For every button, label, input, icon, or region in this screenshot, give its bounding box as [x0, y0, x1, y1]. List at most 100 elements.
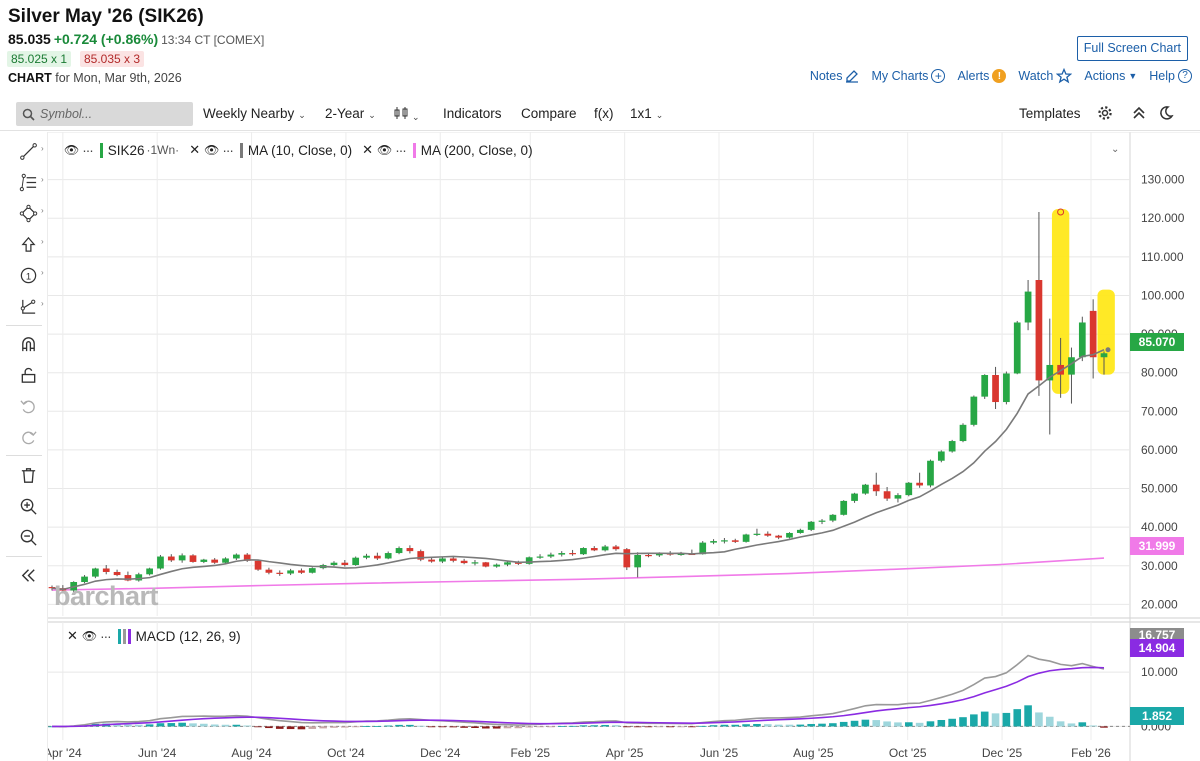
candle-body — [959, 424, 967, 442]
candle-body — [146, 568, 153, 575]
range-label: 2-Year — [325, 106, 365, 121]
help-link[interactable]: Help ? — [1149, 69, 1192, 83]
candle-body — [406, 548, 414, 552]
macd-histogram-bar — [525, 726, 533, 728]
series-name: SIK26 — [107, 142, 145, 158]
measure-tool[interactable]: › — [17, 295, 44, 317]
price-chart[interactable]: 130.000120.000110.000100.00090.00080.000… — [48, 132, 1200, 761]
x-tick-label: Dec '24 — [420, 746, 461, 760]
macd-histogram-bar — [839, 721, 848, 727]
eye-icon[interactable]: 👁 — [204, 143, 220, 157]
macd-histogram-bar — [861, 719, 870, 727]
candle-body — [1046, 364, 1054, 381]
chevron-down-icon[interactable]: ⌄ — [1111, 144, 1120, 155]
annotation-tool[interactable]: 1 › — [17, 264, 44, 286]
unlock-icon — [21, 367, 35, 383]
layout-dropdown[interactable]: 1x1 ⌄ — [630, 106, 663, 121]
trendline-tool[interactable]: › — [17, 140, 44, 162]
macd-histogram-bar — [796, 724, 805, 727]
svg-text:1: 1 — [25, 271, 30, 282]
macd-histogram-bar — [1045, 716, 1054, 727]
watch-link[interactable]: Watch — [1018, 68, 1073, 84]
symbol-search-input[interactable]: Symbol... — [16, 102, 193, 126]
macd-histogram-bar — [850, 720, 859, 727]
y-tick-label: 30.000 — [1141, 559, 1178, 573]
actions-label: Actions — [1084, 69, 1126, 83]
full-screen-chart-button[interactable]: Full Screen Chart — [1076, 36, 1188, 61]
collapse-rail-button[interactable] — [17, 564, 39, 586]
macd-histogram-bar — [623, 726, 631, 728]
ma200-badge: 31.999 — [1130, 537, 1184, 555]
macd-layer — [48, 654, 1108, 730]
my-charts-link[interactable]: My Charts + — [871, 69, 946, 83]
candle-body — [937, 451, 945, 461]
close-icon[interactable]: ✕ — [67, 628, 78, 643]
instrument-title: Silver May '26 (SIK26) — [8, 6, 204, 27]
eye-icon[interactable]: 👁 — [81, 629, 98, 643]
macd-histogram-bar — [265, 726, 273, 729]
arrow-tool[interactable]: › — [17, 233, 44, 255]
macd-histogram-bar — [124, 724, 132, 727]
macd-histogram-bar — [644, 726, 653, 728]
settings-gear-button[interactable] — [1097, 105, 1113, 124]
collapse-button[interactable] — [1132, 105, 1146, 124]
theme-toggle[interactable] — [1158, 105, 1174, 124]
series-suffix: ·1Wn· — [146, 143, 180, 157]
candle-body — [482, 562, 490, 567]
zoom-out-button[interactable] — [17, 526, 39, 548]
notes-link[interactable]: Notes — [810, 69, 860, 83]
actions-menu[interactable]: Actions ▼ — [1084, 69, 1137, 83]
macd-histogram-bar — [427, 726, 436, 728]
macd-histogram-bar — [991, 713, 1000, 727]
redo-button[interactable] — [17, 426, 39, 448]
plus-circle-icon: + — [931, 69, 946, 83]
submenu-arrow-icon: › — [41, 268, 44, 277]
macd-histogram-bar — [384, 725, 393, 727]
candle-body — [851, 493, 858, 501]
macd-histogram-bar — [243, 725, 252, 727]
close-icon[interactable]: ✕ — [362, 142, 374, 157]
compare-button[interactable]: Compare — [521, 106, 577, 121]
symbol-placeholder: Symbol... — [40, 107, 93, 121]
more-icon[interactable]: ··· — [100, 628, 111, 644]
macd-histogram-bar — [601, 724, 609, 727]
macd-histogram-bar — [688, 726, 696, 728]
fib-tool[interactable]: › — [17, 171, 44, 193]
shape-tool[interactable]: › — [17, 202, 44, 224]
candle-body — [916, 482, 923, 486]
macd-histogram-bar — [232, 724, 241, 727]
macd-histogram-bar — [471, 726, 479, 729]
function-button[interactable]: f(x) — [594, 106, 614, 121]
templates-button[interactable]: Templates — [1019, 106, 1081, 121]
macd-line — [51, 654, 1105, 728]
magnet-tool[interactable] — [17, 333, 39, 355]
close-icon[interactable]: ✕ — [189, 142, 201, 157]
macd-histogram-bar — [406, 724, 414, 727]
eye-icon[interactable]: 👁 — [377, 143, 393, 157]
period-dropdown[interactable]: Weekly Nearby ⌄ — [203, 106, 306, 121]
y-tick-label: 50.000 — [1141, 482, 1178, 496]
more-icon[interactable]: ··· — [82, 142, 93, 158]
candle-body — [645, 554, 652, 557]
macd-histogram-bar — [1035, 712, 1043, 727]
lock-tool[interactable] — [17, 364, 39, 386]
alert-badge-icon: ! — [992, 69, 1007, 83]
alerts-link[interactable]: Alerts ! — [957, 69, 1007, 83]
delete-button[interactable] — [17, 464, 39, 486]
series-color-swatch — [99, 142, 103, 158]
more-icon[interactable]: ··· — [222, 142, 233, 158]
y-tick-label: 120.000 — [1141, 211, 1185, 225]
zoom-in-button[interactable] — [17, 495, 39, 517]
candle-body — [254, 560, 262, 570]
indicators-button[interactable]: Indicators — [443, 106, 502, 121]
submenu-arrow-icon: › — [41, 144, 44, 153]
candle-body — [623, 549, 631, 568]
more-icon[interactable]: ··· — [395, 142, 406, 158]
eye-icon[interactable]: 👁 — [64, 143, 80, 157]
ma10-label: MA (10, Close, 0) — [247, 142, 353, 158]
range-dropdown[interactable]: 2-Year ⌄ — [325, 106, 376, 121]
x-tick-label: Apr '24 — [48, 746, 82, 760]
chart-type-dropdown[interactable]: ⌄ — [394, 106, 420, 123]
candle-body — [677, 553, 685, 556]
undo-button[interactable] — [17, 395, 39, 417]
